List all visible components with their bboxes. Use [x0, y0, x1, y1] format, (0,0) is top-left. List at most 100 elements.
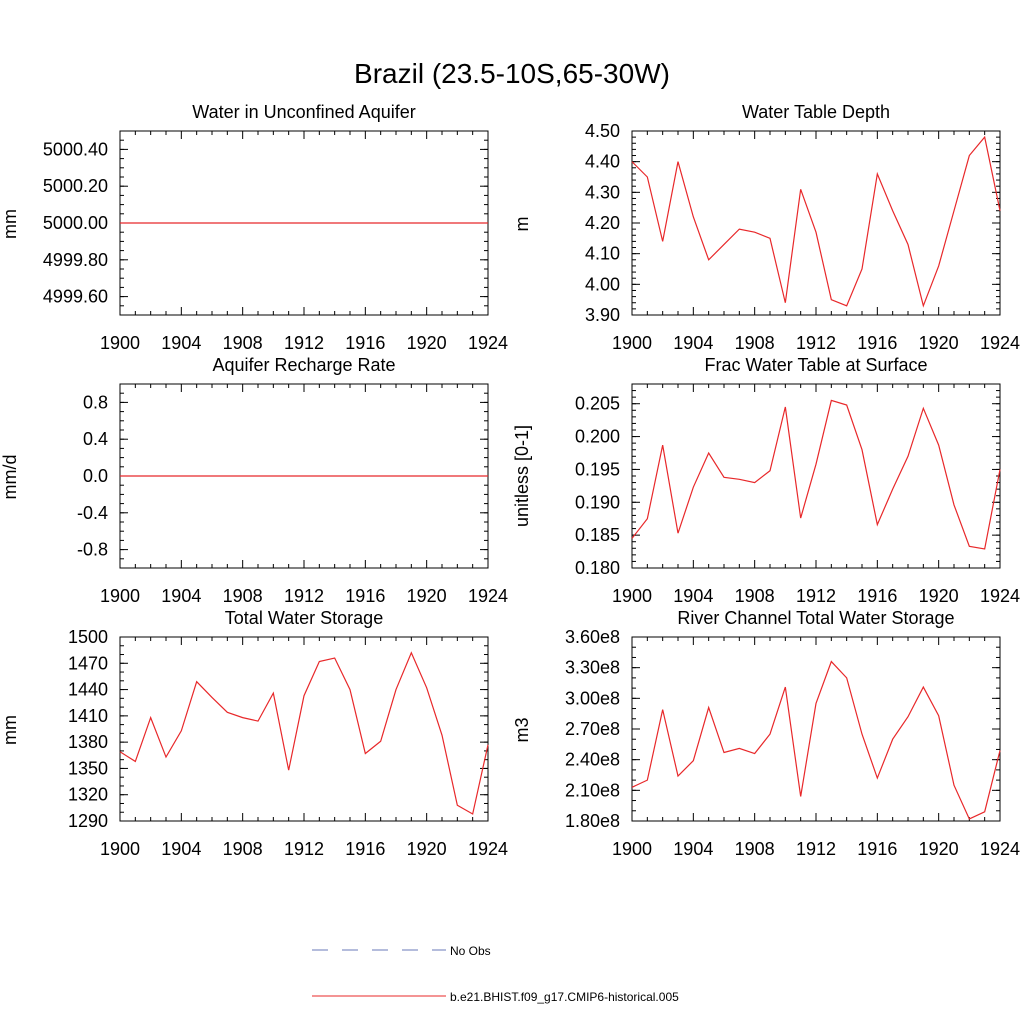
y-tick-label: 4999.80 — [43, 250, 108, 270]
x-tick-label: 1908 — [735, 333, 775, 353]
y-tick-label: -0.4 — [77, 503, 108, 523]
y-tick-label: 0.205 — [575, 394, 620, 414]
figure-title: Brazil (23.5-10S,65-30W) — [354, 58, 670, 89]
y-tick-label: 1290 — [68, 811, 108, 831]
chart-panel-1: Water in Unconfined Aquifer mm 1900 1904 190… — [0, 102, 508, 353]
chart-panel-5: Total Water Storage mm 1900 1904 1908 1912 191… — [0, 608, 508, 859]
y-axis-label: m — [512, 217, 532, 232]
y-tick-label: 1410 — [68, 706, 108, 726]
x-tick-label: 1904 — [161, 839, 201, 859]
x-tick-label: 1904 — [161, 333, 201, 353]
x-tick-label: 1920 — [407, 586, 447, 606]
x-tick-label: 1908 — [223, 586, 263, 606]
y-tick-label: 2.40e8 — [565, 750, 620, 770]
x-tick-label: 1920 — [407, 839, 447, 859]
y-tick-label: 1440 — [68, 680, 108, 700]
x-tick-label: 1924 — [980, 586, 1020, 606]
y-tick-label: 1320 — [68, 785, 108, 805]
y-tick-label: 0.8 — [83, 392, 108, 412]
series-line-1 — [631, 660, 1001, 820]
y-tick-label: 2.70e8 — [565, 719, 620, 739]
y-tick-label: 1350 — [68, 758, 108, 778]
x-tick-label: 1924 — [468, 586, 508, 606]
y-tick-label: 0.200 — [575, 427, 620, 447]
x-tick-label: 1916 — [345, 333, 385, 353]
chart-panel-2: Water Table Depth m 1900 1904 1908 1912 1916 19… — [512, 102, 1020, 353]
y-tick-label: 1470 — [68, 653, 108, 673]
legend-label-1: No Obs — [450, 944, 491, 958]
y-tick-label: 4.10 — [585, 244, 620, 264]
panel-title: Water Table Depth — [742, 102, 890, 122]
x-tick-label: 1924 — [468, 333, 508, 353]
x-tick-label: 1912 — [284, 586, 324, 606]
y-tick-label: 3.00e8 — [565, 688, 620, 708]
panels: Water in Unconfined Aquifer mm 1900 1904 190… — [0, 102, 1020, 859]
series-line-1 — [119, 651, 489, 815]
legend-label-2: b.e21.BHIST.f09_g17.CMIP6-historical.005 — [450, 990, 679, 1004]
y-tick-label: 5000.40 — [43, 139, 108, 159]
tick-marks — [119, 130, 489, 316]
x-tick-label: 1900 — [100, 839, 140, 859]
y-tick-label: 4.20 — [585, 213, 620, 233]
x-tick-label: 1900 — [100, 586, 140, 606]
x-tick-label: 1904 — [673, 839, 713, 859]
panel-title: Aquifer Recharge Rate — [212, 355, 395, 375]
y-tick-label: 3.90 — [585, 305, 620, 325]
x-tick-label: 1912 — [284, 839, 324, 859]
y-axis-label: unitless [0-1] — [512, 425, 532, 527]
y-tick-label: 3.60e8 — [565, 627, 620, 647]
x-tick-label: 1920 — [919, 333, 959, 353]
x-tick-label: 1916 — [857, 839, 897, 859]
y-tick-label: 0.195 — [575, 459, 620, 479]
chart-panel-6: River Channel Total Water Storage m3 1900 1… — [512, 608, 1020, 859]
x-tick-label: 1916 — [345, 839, 385, 859]
y-axis-label: mm — [0, 715, 20, 745]
x-tick-label: 1904 — [673, 586, 713, 606]
y-tick-label: 0.180 — [575, 558, 620, 578]
legend: No Obs b.e21.BHIST.f09_g17.CMIP6-historic… — [312, 944, 679, 1004]
plot-frame — [631, 383, 1001, 569]
x-tick-label: 1912 — [284, 333, 324, 353]
y-axis-label: m3 — [512, 717, 532, 742]
x-tick-label: 1908 — [223, 333, 263, 353]
x-tick-label: 1924 — [468, 839, 508, 859]
tick-marks — [631, 383, 1001, 569]
x-tick-label: 1900 — [612, 333, 652, 353]
x-tick-label: 1908 — [223, 839, 263, 859]
panel-title: Water in Unconfined Aquifer — [192, 102, 415, 122]
chart-panel-3: Aquifer Recharge Rate mm/d 1900 1904 1908 191… — [0, 355, 508, 606]
panel-title: Total Water Storage — [225, 608, 383, 628]
y-tick-label: 4999.60 — [43, 287, 108, 307]
x-tick-label: 1916 — [857, 333, 897, 353]
x-tick-label: 1908 — [735, 586, 775, 606]
x-tick-label: 1904 — [161, 586, 201, 606]
y-tick-label: 5000.20 — [43, 176, 108, 196]
series-line-1 — [631, 135, 1001, 308]
x-tick-label: 1924 — [980, 333, 1020, 353]
x-tick-label: 1912 — [796, 333, 836, 353]
y-tick-label: 0.0 — [83, 466, 108, 486]
x-tick-label: 1908 — [735, 839, 775, 859]
y-tick-label: 0.190 — [575, 492, 620, 512]
y-tick-label: 3.30e8 — [565, 658, 620, 678]
x-tick-label: 1920 — [919, 586, 959, 606]
panel-title: River Channel Total Water Storage — [677, 608, 954, 628]
x-tick-label: 1900 — [612, 839, 652, 859]
panel-title: Frac Water Table at Surface — [704, 355, 927, 375]
y-tick-label: 2.10e8 — [565, 780, 620, 800]
tick-marks — [631, 636, 1001, 822]
y-tick-label: 0.4 — [83, 429, 108, 449]
y-tick-label: -0.8 — [77, 540, 108, 560]
x-tick-label: 1912 — [796, 586, 836, 606]
x-tick-label: 1924 — [980, 839, 1020, 859]
y-axis-label: mm/d — [0, 455, 20, 500]
y-tick-label: 4.50 — [585, 121, 620, 141]
tick-marks — [631, 130, 1001, 316]
x-tick-label: 1912 — [796, 839, 836, 859]
y-tick-label: 4.40 — [585, 152, 620, 172]
x-tick-label: 1900 — [612, 586, 652, 606]
y-tick-label: 0.185 — [575, 525, 620, 545]
plot-frame — [119, 636, 489, 822]
x-tick-label: 1916 — [857, 586, 897, 606]
